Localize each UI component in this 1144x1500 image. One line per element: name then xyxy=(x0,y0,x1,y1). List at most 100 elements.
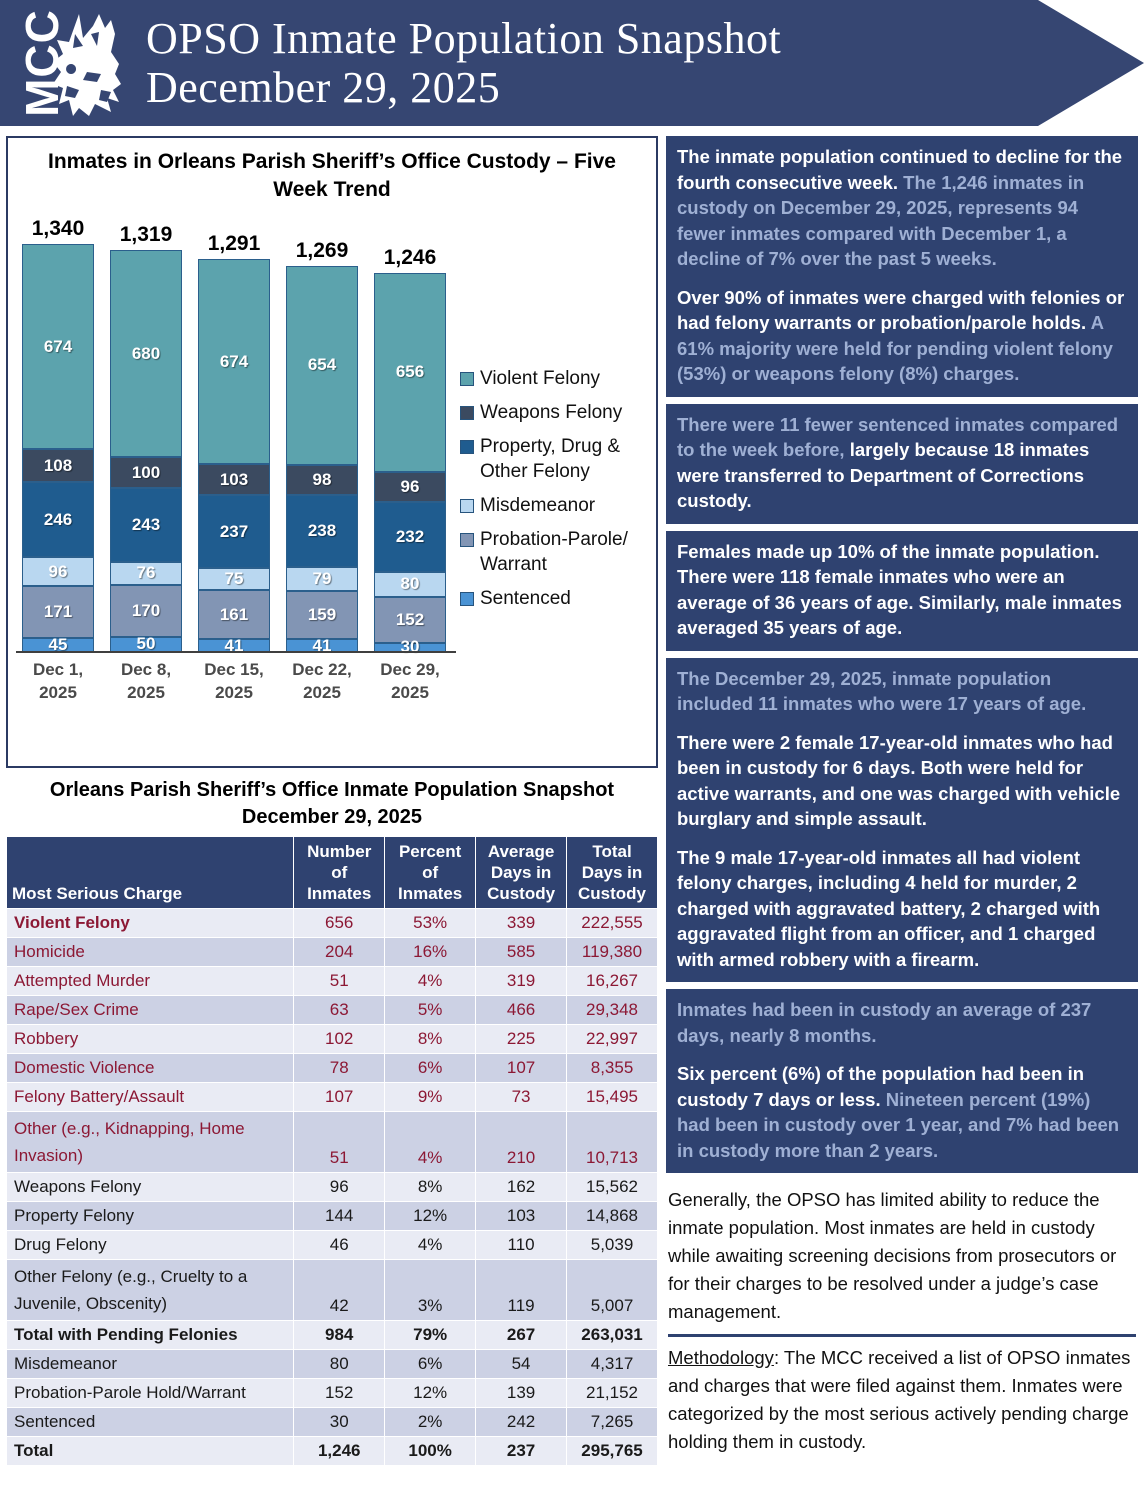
bar-segment-value: 75 xyxy=(224,569,244,589)
cell-total-days: 8,355 xyxy=(566,1053,658,1083)
note-sentenced: There were 11 fewer sentenced inmates co… xyxy=(666,403,1138,524)
legend-swatch xyxy=(460,440,474,454)
table-row: Weapons Felony 96 8% 162 15,562 xyxy=(5,1172,658,1202)
cell-average-days: 110 xyxy=(475,1230,568,1260)
cell-charge-label: Felony Battery/Assault xyxy=(5,1082,295,1112)
bar-column: 1,246 656 96 232 80 152 30 xyxy=(374,246,446,656)
legend-item: Property, Drug & Other Felony xyxy=(460,434,656,484)
cell-average-days: 139 xyxy=(475,1378,568,1408)
cell-total-days: 22,997 xyxy=(566,1024,658,1054)
col-total-days: Total Days in Custody xyxy=(566,836,658,909)
x-tick-label: Dec 22, 2025 xyxy=(292,660,352,702)
bar-segment: 656 xyxy=(374,272,446,473)
bar-segment-value: 45 xyxy=(48,635,68,655)
col-number-of-inmates: Number of Inmates xyxy=(293,836,386,909)
bar-segment: 674 xyxy=(198,258,270,465)
table-header-row: Most Serious Charge Number of Inmates Perc… xyxy=(5,836,658,909)
cell-average-days: 585 xyxy=(475,937,568,967)
chart-plot-area: 1,340 674 108 246 96 171 45 1,319 680 100 243 76 170… xyxy=(16,217,456,706)
table-row: Total with Pending Felonies 984 79% 267 263,… xyxy=(5,1320,658,1350)
table-title: Orleans Parish Sheriff’s Office Inmate P… xyxy=(6,777,658,831)
cell-average-days: 242 xyxy=(475,1407,568,1437)
cell-number-of-inmates: 984 xyxy=(293,1320,386,1350)
chart-x-tick-labels: Dec 1, 2025 Dec 8, 2025 Dec 15, 2025 Dec 22, 20… xyxy=(16,652,456,704)
cell-charge-label: Property Felony xyxy=(5,1201,295,1231)
cell-number-of-inmates: 96 xyxy=(293,1172,386,1202)
bar-segment: 674 xyxy=(22,244,94,450)
legend-label: Property, Drug & Other Felony xyxy=(480,436,621,482)
note-paragraph: The December 29, 2025, inmate population… xyxy=(677,666,1127,717)
table-row: Attempted Murder 51 4% 319 16,267 xyxy=(5,966,658,996)
cell-charge-label: Attempted Murder xyxy=(5,966,295,996)
cell-number-of-inmates: 144 xyxy=(293,1201,386,1231)
note-population-decline: The inmate population continued to decli… xyxy=(666,136,1138,397)
cell-number-of-inmates: 51 xyxy=(293,966,386,996)
legend-swatch xyxy=(460,406,474,420)
bar-segment: 100 xyxy=(110,457,182,488)
col-most-serious-charge: Most Serious Charge xyxy=(5,836,295,909)
bar-segment: 237 xyxy=(198,495,270,568)
note-paragraph: Females made up 10% of the inmate popula… xyxy=(677,539,1127,641)
table-header: Most Serious Charge Number of Inmates Perc… xyxy=(5,836,658,909)
cell-number-of-inmates: 51 xyxy=(293,1111,386,1173)
bar-segment-value: 674 xyxy=(219,351,249,371)
bar-segment-value: 100 xyxy=(131,462,161,482)
bar-total-label: 1,246 xyxy=(383,245,437,269)
bar-column: 1,319 680 100 243 76 170 50 xyxy=(110,223,182,653)
cell-charge-label: Other Felony (e.g., Cruelty to a Juvenil… xyxy=(5,1259,295,1321)
bar-total-label: 1,319 xyxy=(119,223,173,247)
bar-segment-value: 96 xyxy=(400,476,420,496)
bar-total-label: 1,291 xyxy=(207,231,261,255)
bar-segment-value: 103 xyxy=(219,469,249,489)
bar-segment-value: 246 xyxy=(43,509,73,529)
table-row: Other Felony (e.g., Cruelty to a Juvenil… xyxy=(5,1259,658,1321)
bar-segment: 108 xyxy=(22,449,94,483)
note-paragraph: There were 2 female 17-year-old inmates … xyxy=(677,730,1127,832)
page-title-line2: December 29, 2025 xyxy=(146,63,501,112)
legend-item: Violent Felony xyxy=(460,366,656,391)
cell-average-days: 107 xyxy=(475,1053,568,1083)
cell-percent-of-inmates: 4% xyxy=(384,966,477,996)
bar-segment: 96 xyxy=(374,472,446,502)
cell-total-days: 14,868 xyxy=(566,1201,658,1231)
bar-segment-value: 41 xyxy=(312,635,332,655)
footer-divider xyxy=(668,1334,1136,1337)
cell-total-days: 4,317 xyxy=(566,1349,658,1379)
bar-segment: 654 xyxy=(286,265,358,465)
cell-average-days: 54 xyxy=(475,1349,568,1379)
cell-average-days: 210 xyxy=(475,1111,568,1173)
bar-segment-value: 76 xyxy=(136,563,156,583)
cell-total-days: 263,031 xyxy=(566,1320,658,1350)
cell-percent-of-inmates: 79% xyxy=(384,1320,477,1350)
cell-number-of-inmates: 204 xyxy=(293,937,386,967)
cell-charge-label: Robbery xyxy=(5,1024,295,1054)
bar-segment: 238 xyxy=(286,494,358,568)
bar-segment-value: 98 xyxy=(312,469,332,489)
table-row: Robbery 102 8% 225 22,997 xyxy=(5,1024,658,1054)
x-tick-label: Dec 1, 2025 xyxy=(32,660,84,702)
note-females: Females made up 10% of the inmate popula… xyxy=(666,530,1138,651)
cell-average-days: 225 xyxy=(475,1024,568,1054)
bar-segment-value: 238 xyxy=(307,520,337,540)
mcc-logo: MCC xyxy=(7,8,125,118)
cell-total-days: 5,039 xyxy=(566,1230,658,1260)
note-text-primary: The 9 male 17-year-old inmates all had v… xyxy=(677,846,1101,970)
legend-label: Misdemeanor xyxy=(480,495,596,516)
cell-charge-label: Total with Pending Felonies xyxy=(5,1320,295,1350)
cell-average-days: 267 xyxy=(475,1320,568,1350)
cell-total-days: 5,007 xyxy=(566,1259,658,1321)
note-text-secondary: Nineteen percent (19%) had been in custo… xyxy=(677,1088,1120,1161)
cell-percent-of-inmates: 12% xyxy=(384,1378,477,1408)
legend-label: Weapons Felony xyxy=(480,402,623,423)
cell-charge-label: Weapons Felony xyxy=(5,1172,295,1202)
legend-swatch xyxy=(460,592,474,606)
cell-percent-of-inmates: 16% xyxy=(384,937,477,967)
chart-title: Inmates in Orleans Parish Sheriff’s Offi… xyxy=(48,150,616,201)
bar-segment-value: 656 xyxy=(395,362,425,382)
cell-number-of-inmates: 152 xyxy=(293,1378,386,1408)
table-row: Property Felony 144 12% 103 14,868 xyxy=(5,1201,658,1231)
bar-segment-value: 152 xyxy=(395,609,425,629)
legend-label: Sentenced xyxy=(480,588,571,609)
cell-charge-label: Drug Felony xyxy=(5,1230,295,1260)
